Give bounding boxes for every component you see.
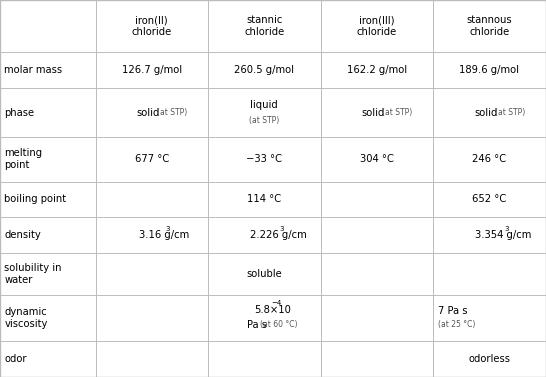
- Text: iron(II)
chloride: iron(II) chloride: [132, 15, 172, 37]
- Text: −4: −4: [272, 300, 282, 306]
- Text: stannic
chloride: stannic chloride: [244, 15, 284, 37]
- Text: stannous
chloride: stannous chloride: [467, 15, 512, 37]
- Text: odorless: odorless: [468, 354, 511, 364]
- Text: solid: solid: [474, 107, 497, 118]
- Text: solid: solid: [136, 107, 159, 118]
- Text: liquid: liquid: [251, 100, 278, 110]
- Text: (at STP): (at STP): [157, 108, 187, 117]
- Text: (at STP): (at STP): [249, 116, 280, 124]
- Text: density: density: [4, 230, 41, 240]
- Text: (at 25 °C): (at 25 °C): [438, 320, 476, 329]
- Text: 246 °C: 246 °C: [472, 154, 507, 164]
- Text: odor: odor: [4, 354, 27, 364]
- Text: 3.16 g/cm: 3.16 g/cm: [139, 230, 189, 240]
- Text: (at STP): (at STP): [495, 108, 525, 117]
- Text: 189.6 g/mol: 189.6 g/mol: [460, 65, 519, 75]
- Text: 3.354 g/cm: 3.354 g/cm: [475, 230, 532, 240]
- Text: dynamic
viscosity: dynamic viscosity: [4, 307, 48, 329]
- Text: iron(III)
chloride: iron(III) chloride: [357, 15, 397, 37]
- Text: solid: solid: [361, 107, 384, 118]
- Text: soluble: soluble: [246, 269, 282, 279]
- Text: 5.8×10: 5.8×10: [254, 305, 291, 315]
- Text: 304 °C: 304 °C: [360, 154, 394, 164]
- Text: 3: 3: [504, 226, 509, 232]
- Text: −33 °C: −33 °C: [246, 154, 282, 164]
- Text: 126.7 g/mol: 126.7 g/mol: [122, 65, 182, 75]
- Text: 114 °C: 114 °C: [247, 195, 281, 204]
- Text: (at 60 °C): (at 60 °C): [260, 320, 298, 329]
- Text: (at STP): (at STP): [382, 108, 412, 117]
- Text: 3: 3: [279, 226, 283, 232]
- Text: 677 °C: 677 °C: [135, 154, 169, 164]
- Text: 652 °C: 652 °C: [472, 195, 507, 204]
- Text: molar mass: molar mass: [4, 65, 62, 75]
- Text: 260.5 g/mol: 260.5 g/mol: [234, 65, 294, 75]
- Text: 162.2 g/mol: 162.2 g/mol: [347, 65, 407, 75]
- Text: boiling point: boiling point: [4, 195, 67, 204]
- Text: Pa s: Pa s: [247, 320, 266, 330]
- Text: melting
point: melting point: [4, 149, 43, 170]
- Text: 7 Pa s: 7 Pa s: [438, 306, 468, 316]
- Text: solubility in
water: solubility in water: [4, 263, 62, 285]
- Text: 2.226 g/cm: 2.226 g/cm: [250, 230, 307, 240]
- Text: phase: phase: [4, 107, 34, 118]
- Text: 3: 3: [165, 226, 170, 232]
